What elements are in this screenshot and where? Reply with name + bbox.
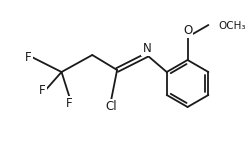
Text: F: F (25, 51, 32, 64)
Text: F: F (39, 83, 45, 96)
Text: OCH₃: OCH₃ (217, 21, 245, 31)
Text: O: O (182, 24, 192, 37)
Text: F: F (66, 97, 73, 110)
Text: N: N (142, 42, 151, 55)
Text: Cl: Cl (105, 100, 116, 113)
